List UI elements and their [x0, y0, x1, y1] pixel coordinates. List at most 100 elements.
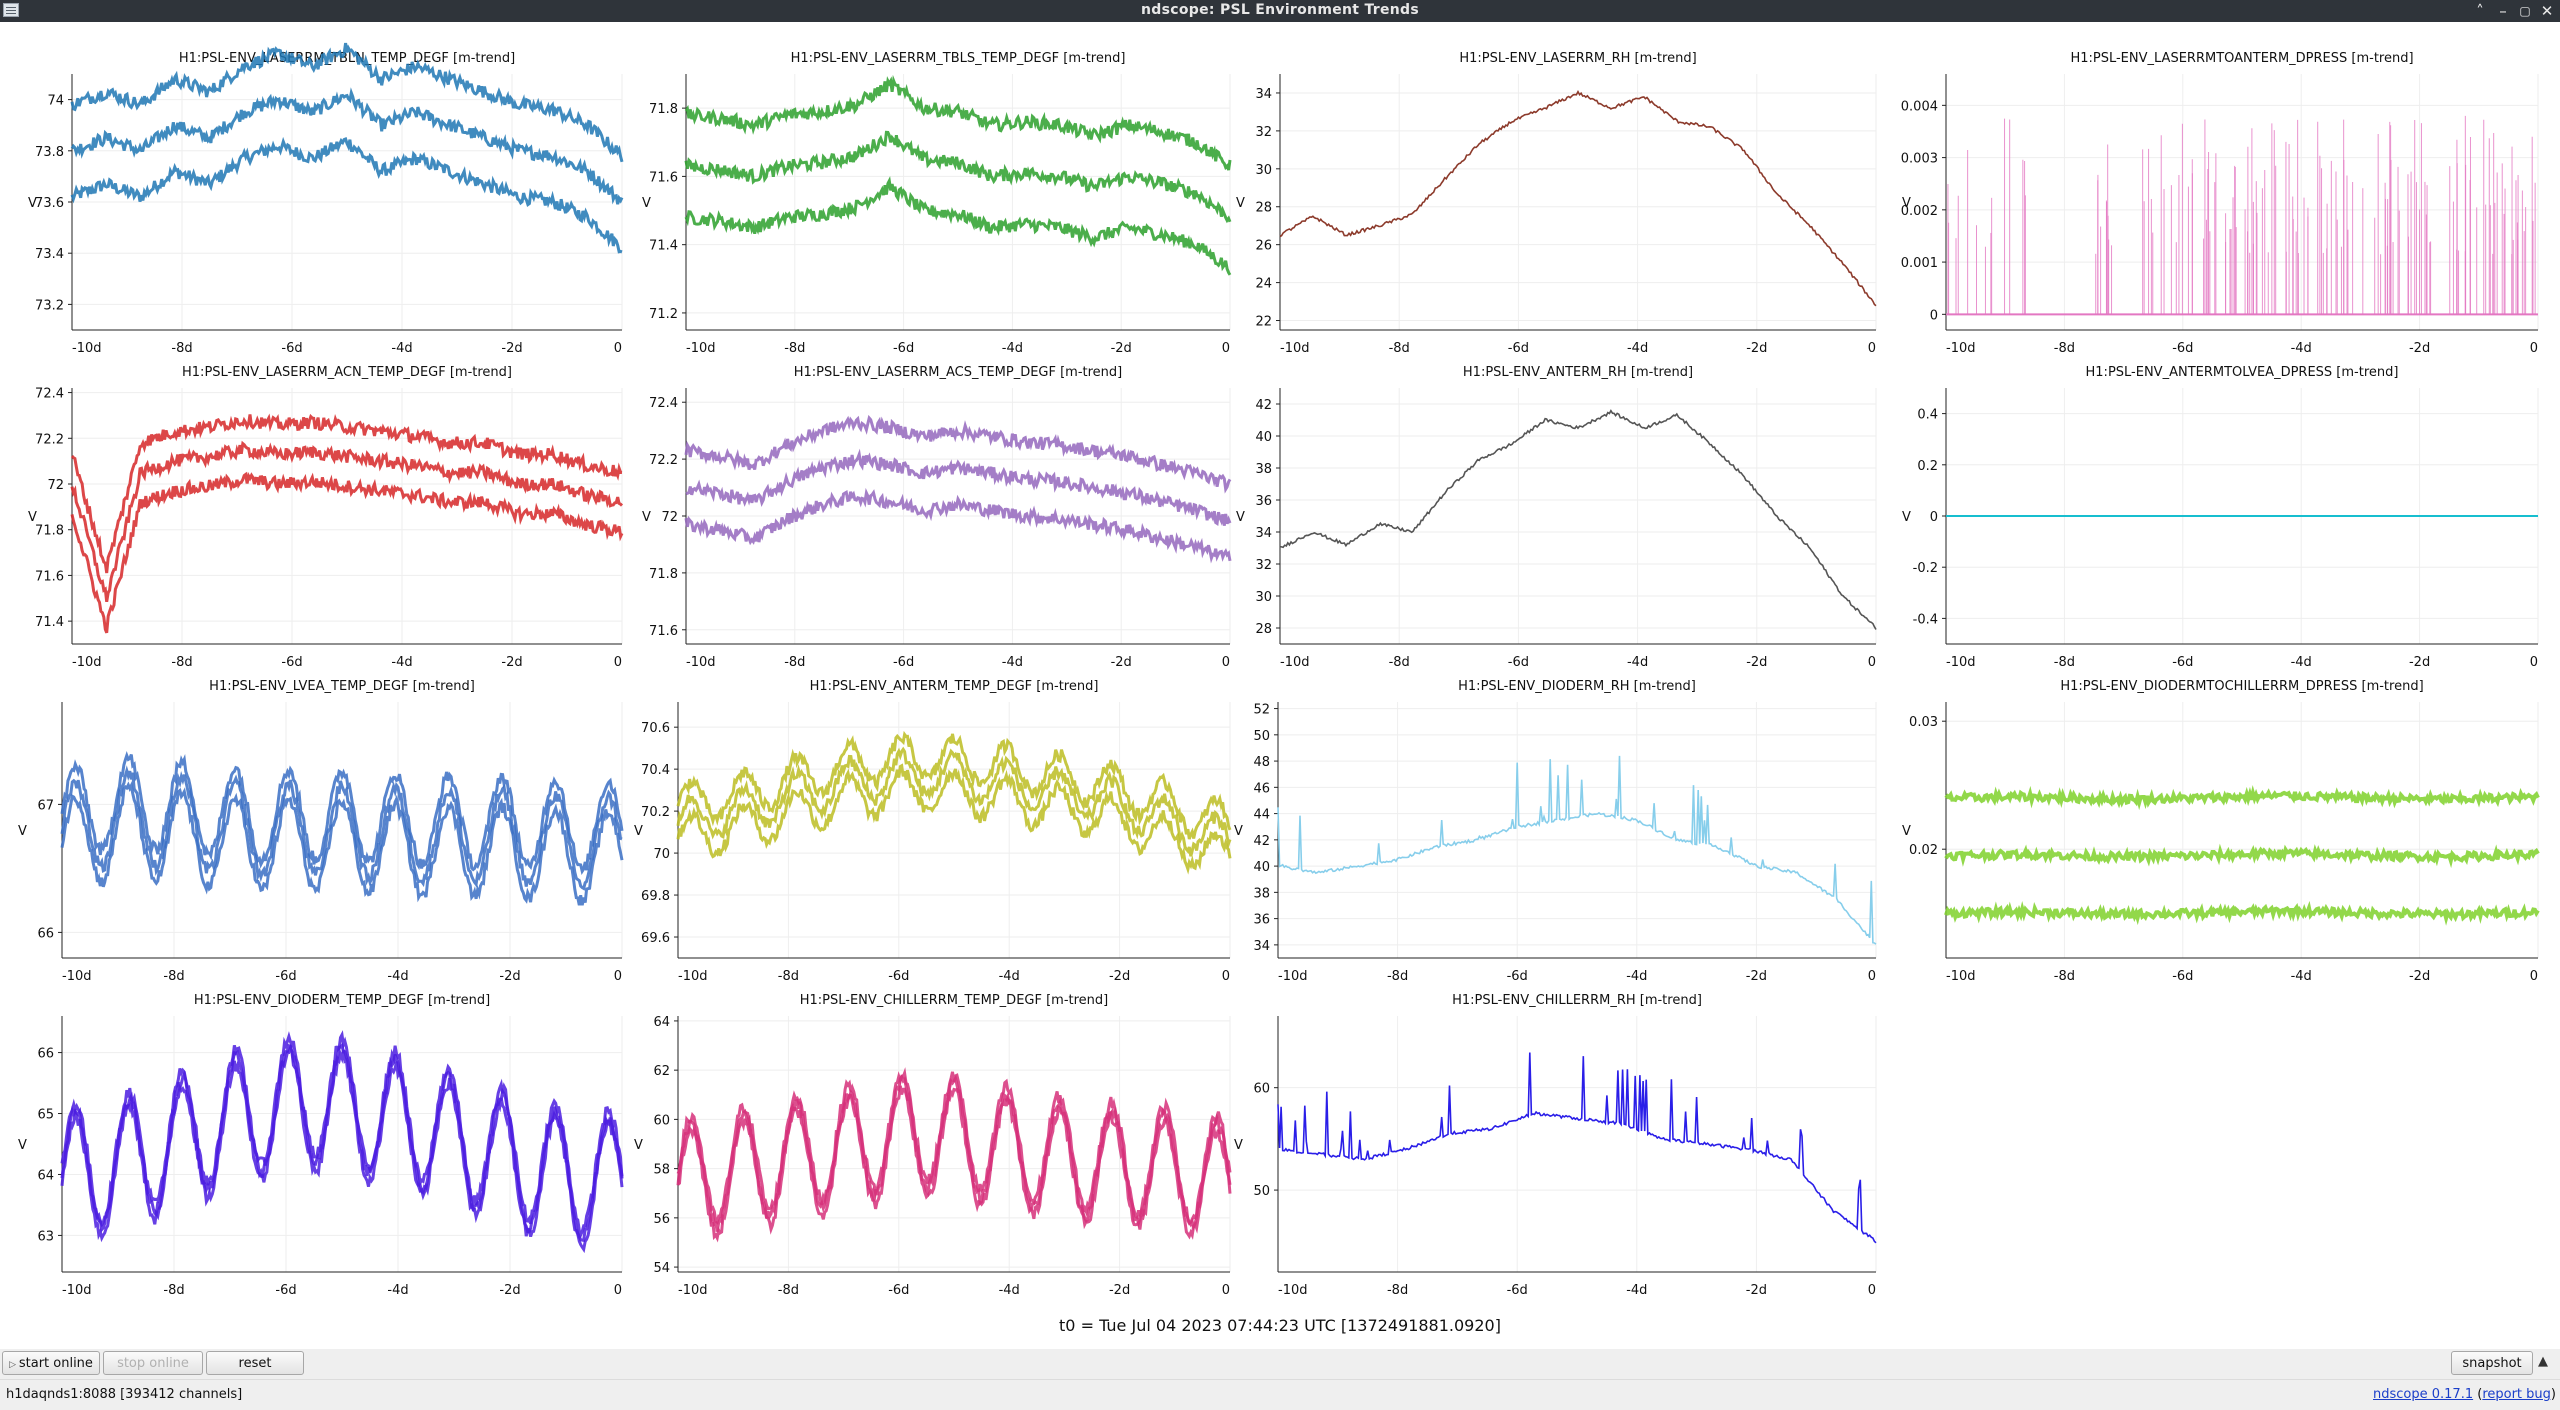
y-tick-label: 48: [1253, 755, 1270, 770]
trend-line: [676, 763, 1232, 875]
trend-line: [684, 130, 1232, 224]
y-tick-label: -0.2: [1913, 561, 1938, 576]
stop-online-button[interactable]: stop online: [103, 1351, 203, 1375]
trend-line: [676, 1067, 1232, 1226]
plot-15[interactable]: H1:PSL-ENV_CHILLERRM_RH [m-trend] V -10d -8…: [1234, 993, 1877, 1298]
x-tick-label: -6d: [1508, 341, 1529, 356]
y-tick-label: 0: [1930, 510, 1938, 525]
y-tick-label: 72: [47, 478, 64, 493]
plot-12[interactable]: H1:PSL-ENV_DIODERMTOCHILLERRM_DPRESS [m-…: [1902, 679, 2540, 984]
x-tick-label: -10d: [1278, 1283, 1308, 1298]
plot-grid[interactable]: H1:PSL-ENV_LASERRM_TBLN_TEMP_DEGF [m-tre…: [0, 22, 2560, 1322]
trend-line: [60, 1030, 624, 1240]
minimize-icon[interactable]: –: [2499, 2, 2507, 20]
x-tick-label: -10d: [678, 1283, 708, 1298]
keep-above-icon[interactable]: ˄: [2476, 2, 2484, 20]
x-tick-label: 0: [614, 969, 622, 984]
y-tick-label: 30: [1255, 163, 1272, 178]
title-bar: ndscope: PSL Environment Trends ˄ – ▢ ✕: [0, 0, 2560, 22]
x-tick-label: 0: [1222, 969, 1230, 984]
plot-8[interactable]: H1:PSL-ENV_ANTERMTOLVEA_DPRESS [m-trend]…: [1902, 365, 2539, 670]
x-tick-label: -4d: [391, 655, 412, 670]
x-tick-label: 0: [1222, 341, 1230, 356]
plot-7[interactable]: H1:PSL-ENV_ANTERM_RH [m-trend] V -10d -8d -6…: [1236, 365, 1877, 670]
y-tick-label: 64: [653, 1015, 670, 1030]
x-tick-label: -6d: [888, 969, 909, 984]
y-tick-label: 50: [1253, 1184, 1270, 1199]
plot-title: H1:PSL-ENV_ANTERM_TEMP_DEGF [m-trend]: [810, 679, 1099, 694]
reset-button[interactable]: reset: [206, 1351, 304, 1375]
trend-line: [1944, 843, 2540, 869]
x-tick-label: -2d: [1111, 655, 1132, 670]
x-tick-label: -4d: [387, 969, 408, 984]
plot-10[interactable]: H1:PSL-ENV_ANTERM_TEMP_DEGF [m-trend] V -1…: [634, 679, 1232, 984]
trend-line: [60, 1043, 624, 1254]
y-tick-label: 64: [37, 1168, 54, 1183]
x-tick-label: -8d: [778, 1283, 799, 1298]
x-tick-label: 0: [1868, 1283, 1876, 1298]
x-tick-label: -8d: [2054, 341, 2075, 356]
y-tick-label: 71.6: [649, 170, 678, 185]
x-tick-label: -10d: [1280, 341, 1310, 356]
maximize-icon[interactable]: ▢: [2519, 4, 2531, 18]
start-online-button[interactable]: ▷ start online: [2, 1351, 100, 1375]
y-axis-label: V: [1902, 510, 1911, 525]
version-link[interactable]: ndscope 0.17.1: [2373, 1387, 2474, 1402]
y-axis-label: V: [1234, 824, 1243, 839]
plot-1[interactable]: H1:PSL-ENV_LASERRM_TBLN_TEMP_DEGF [m-tre…: [28, 42, 624, 356]
plot-13[interactable]: H1:PSL-ENV_DIODERM_TEMP_DEGF [m-trend] V -…: [18, 993, 624, 1298]
plot-title: H1:PSL-ENV_LASERRM_TBLN_TEMP_DEGF [m-tre…: [179, 51, 515, 66]
close-icon[interactable]: ✕: [2540, 2, 2554, 20]
plot-6[interactable]: H1:PSL-ENV_LASERRM_ACS_TEMP_DEGF [m-tren…: [642, 365, 1232, 670]
x-tick-label: 0: [1868, 969, 1876, 984]
plot-3[interactable]: H1:PSL-ENV_LASERRM_RH [m-trend] V -10d -8d -…: [1236, 51, 1877, 356]
y-tick-label: 71.4: [35, 615, 64, 630]
y-tick-label: 70: [653, 847, 670, 862]
y-tick-label: 36: [1253, 913, 1270, 928]
y-tick-label: 60: [1253, 1082, 1270, 1097]
x-tick-label: -10d: [686, 655, 716, 670]
x-tick-label: -6d: [893, 655, 914, 670]
trend-line: [70, 413, 623, 574]
plot-4[interactable]: H1:PSL-ENV_LASERRMTOANTERM_DPRESS [m-tre…: [1901, 51, 2539, 356]
y-tick-label: 70.2: [641, 805, 670, 820]
trend-line: [70, 87, 624, 205]
plot-11[interactable]: H1:PSL-ENV_DIODERM_RH [m-trend] V -10d -8d -…: [1234, 679, 1877, 984]
y-tick-label: 42: [1255, 398, 1272, 413]
y-tick-label: 67: [37, 798, 54, 813]
x-tick-label: -6d: [275, 969, 296, 984]
x-tick-label: -8d: [784, 655, 805, 670]
x-tick-label: -6d: [888, 1283, 909, 1298]
x-tick-label: -8d: [1387, 1283, 1408, 1298]
trend-line: [60, 781, 624, 906]
y-tick-label: 0.003: [1901, 152, 1938, 167]
y-axis-label: V: [1902, 824, 1911, 839]
y-tick-label: 34: [1255, 87, 1272, 102]
y-tick-label: 66: [37, 1047, 54, 1062]
plot-9[interactable]: H1:PSL-ENV_LVEA_TEMP_DEGF [m-trend] V -10d…: [18, 679, 624, 984]
y-tick-label: 0.001: [1901, 256, 1938, 271]
x-tick-label: -8d: [163, 1283, 184, 1298]
x-tick-label: -6d: [281, 655, 302, 670]
control-bar: ▷ start online stop online reset snapsho…: [0, 1349, 2560, 1379]
plot-2[interactable]: H1:PSL-ENV_LASERRM_TBLS_TEMP_DEGF [m-tre…: [642, 51, 1232, 356]
y-tick-label: 38: [1253, 886, 1270, 901]
plot-5[interactable]: H1:PSL-ENV_LASERRM_ACN_TEMP_DEGF [m-tren…: [28, 365, 624, 670]
y-tick-label: 32: [1255, 558, 1272, 573]
trend-line: [1277, 1052, 1877, 1244]
trend-line: [676, 746, 1232, 857]
expand-panel-icon[interactable]: ▲: [2538, 1354, 2548, 1369]
play-icon: ▷: [9, 1360, 19, 1370]
x-tick-label: -8d: [1389, 341, 1410, 356]
app-icon[interactable]: [3, 3, 19, 17]
y-tick-label: 71.8: [35, 524, 64, 539]
snapshot-button[interactable]: snapshot: [2451, 1351, 2533, 1375]
x-tick-label: -2d: [501, 341, 522, 356]
plot-14[interactable]: H1:PSL-ENV_CHILLERRM_TEMP_DEGF [m-trend]…: [634, 993, 1232, 1298]
trend-line: [60, 751, 624, 875]
y-tick-label: 72.2: [649, 453, 678, 468]
x-tick-label: -2d: [1109, 1283, 1130, 1298]
plot-title: H1:PSL-ENV_LASERRM_TBLS_TEMP_DEGF [m-tre…: [791, 51, 1126, 66]
plot-title: H1:PSL-ENV_DIODERM_RH [m-trend]: [1458, 679, 1696, 694]
report-bug-link[interactable]: report bug: [2482, 1387, 2551, 1402]
